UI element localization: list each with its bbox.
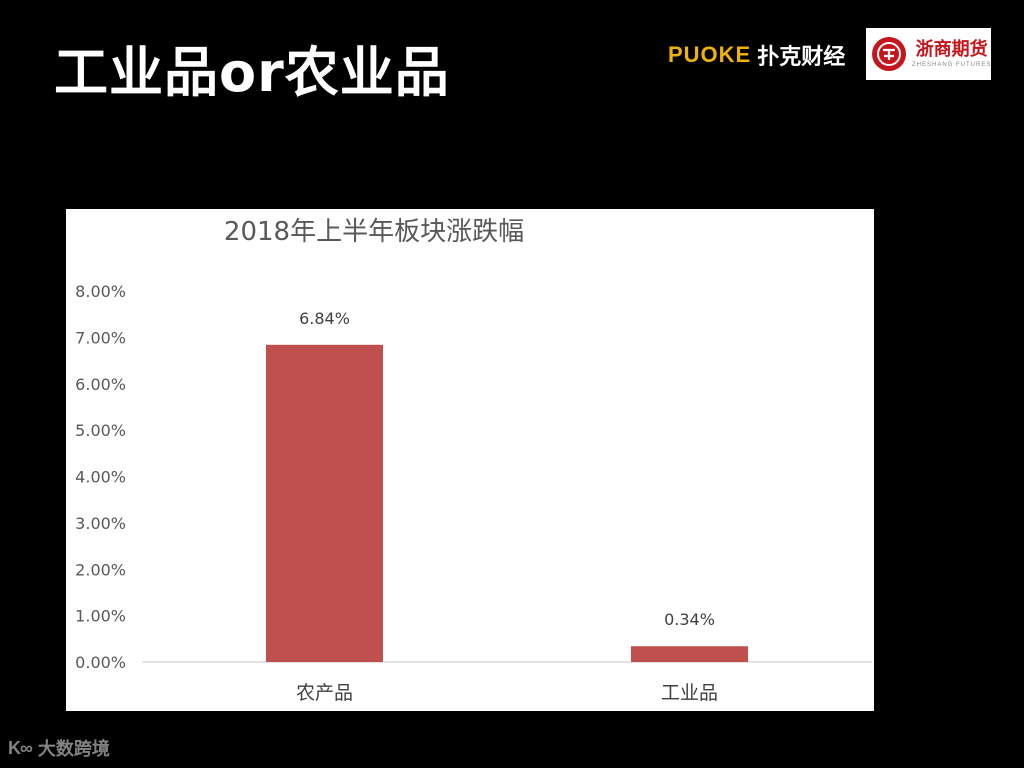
bar-data-label: 0.34% <box>664 610 715 629</box>
zheshang-logo-chinese: 浙商期货 <box>915 38 988 60</box>
puoke-logo-word: PUOKE <box>668 42 752 67</box>
puoke-logo: PUOKE 扑克财经 <box>668 40 845 70</box>
y-tick-label: 5.00% <box>75 421 126 440</box>
watermark: K∞ 大数跨境 <box>8 733 110 763</box>
zheshang-seal-icon <box>872 37 906 71</box>
chart-title: 2018年上半年板块涨跌幅 <box>224 217 524 247</box>
x-category-label: 工业品 <box>661 682 718 704</box>
y-tick-label: 2.00% <box>75 560 126 579</box>
y-tick-label: 0.00% <box>75 653 126 672</box>
puoke-logo-chinese: 扑克财经 <box>757 45 846 70</box>
y-tick-label: 1.00% <box>75 607 126 626</box>
bar <box>631 646 748 662</box>
y-tick-label: 4.00% <box>75 468 126 487</box>
bar-data-label: 6.84% <box>299 309 350 328</box>
slide-title: 工业品or农业品 <box>54 41 450 104</box>
watermark-text: 大数跨境 <box>37 739 110 760</box>
zheshang-logo-english: ZHESHANG FUTURES <box>912 61 992 68</box>
x-category-label: 农产品 <box>296 682 353 704</box>
bar <box>266 344 383 662</box>
y-tick-label: 7.00% <box>75 328 126 347</box>
bar-chart-panel: 2018年上半年板块涨跌幅 0.00% 1.00% 2.00% 3.00% 4.00% 5.… <box>66 209 874 711</box>
y-tick-label: 8.00% <box>75 282 126 301</box>
zheshang-futures-logo: 浙商期货 ZHESHANG FUTURES <box>866 28 991 80</box>
watermark-logo-icon: K∞ <box>8 737 33 758</box>
bar-chart: 2018年上半年板块涨跌幅 0.00% 1.00% 2.00% 3.00% 4.00% 5.… <box>75 217 872 704</box>
y-tick-label: 6.00% <box>75 375 126 394</box>
y-tick-label: 3.00% <box>75 514 126 533</box>
